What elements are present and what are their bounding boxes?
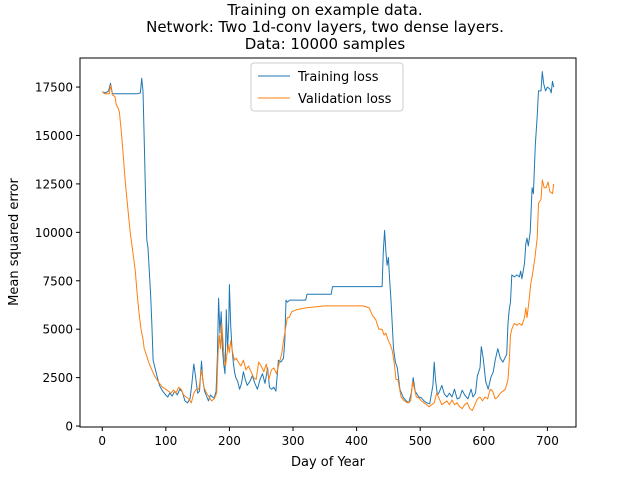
y-tick-label: 10000 [35,226,73,240]
y-ticks: 0 2500 5000 7500 10000 12500 15000 17500 [35,81,80,434]
series-line-validation [101,84,555,411]
y-tick-label: 7500 [42,274,73,288]
x-tick-label: 700 [536,434,559,448]
y-tick-label: 15000 [35,129,73,143]
legend: Training loss Validation loss [250,62,404,112]
x-ticks: 0 100 200 300 400 500 600 700 [98,427,559,448]
chart-title-line-2: Network: Two 1d-conv layers, two dense l… [146,18,504,36]
x-axis-label: Day of Year [291,455,366,470]
plot-area: 0 100 200 300 400 500 600 700 0 2500 5000 7500 1000… [35,57,577,448]
x-tick-label: 400 [345,434,368,448]
series-line-training [102,71,555,405]
legend-label-training: Training loss [297,70,379,85]
chart-title-line-3: Data: 10000 samples [245,35,406,53]
y-axis-label: Mean squared error [7,178,22,306]
chart-title-line-1: Training on example data. [226,1,422,19]
x-tick-label: 500 [409,434,432,448]
y-tick-label: 5000 [42,323,73,337]
x-tick-label: 0 [98,434,106,448]
series-layer [101,71,555,411]
x-tick-label: 100 [154,434,177,448]
y-tick-label: 0 [65,420,73,434]
legend-box [250,62,404,112]
y-tick-label: 2500 [42,371,73,385]
x-tick-label: 200 [218,434,241,448]
x-tick-label: 300 [282,434,305,448]
y-tick-label: 17500 [35,81,73,95]
legend-label-validation: Validation loss [298,92,392,107]
x-tick-label: 600 [472,434,495,448]
axes-frame [79,57,577,428]
y-tick-label: 12500 [35,177,73,191]
